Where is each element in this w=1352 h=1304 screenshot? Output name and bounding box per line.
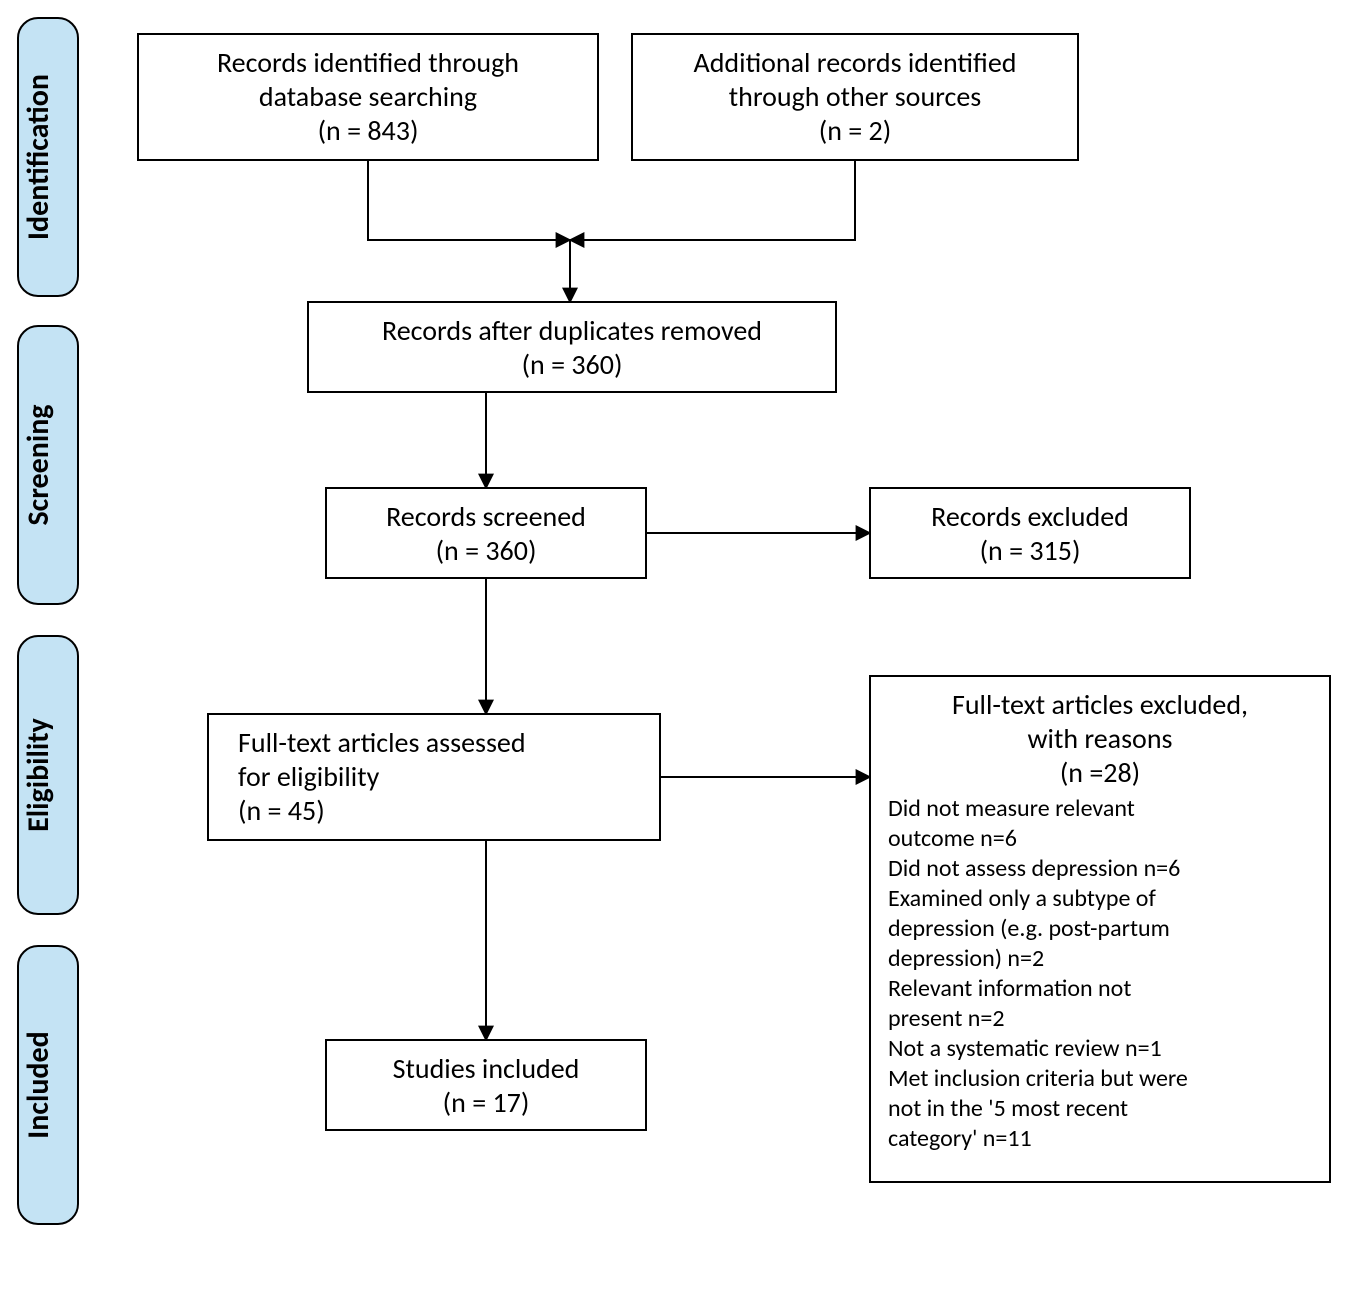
- prisma-flowchart: Identification Screening Eligibility Inc…: [0, 0, 1352, 1304]
- node-excluded-full: Full-text articles excluded, with reason…: [870, 676, 1330, 1182]
- node-excluded-full-r1: outcome n=6: [888, 824, 1017, 853]
- node-other: Additional records identified through ot…: [632, 34, 1078, 160]
- node-excluded-full-r10: not in the '5 most recent: [888, 1094, 1128, 1123]
- stage-included-label: Included: [20, 1031, 57, 1138]
- stage-identification: Identification: [18, 18, 78, 296]
- node-screened-line1: Records screened: [386, 499, 586, 534]
- node-dedup: Records after duplicates removed (n = 36…: [308, 302, 836, 392]
- node-excluded-full-r8: Not a systematic review n=1: [888, 1034, 1162, 1063]
- node-excluded-full-r9: Met inclusion criteria but were: [888, 1064, 1188, 1093]
- node-excluded-full-r3: Examined only a subtype of: [888, 884, 1156, 913]
- node-other-line2: through other sources: [729, 79, 982, 114]
- node-excluded-full-r4: depression (e.g. post-partum: [888, 914, 1170, 943]
- node-excluded-screen-line1: Records excluded: [931, 499, 1129, 534]
- node-other-line1: Additional records identified: [694, 45, 1017, 80]
- node-fulltext-line2: for eligibility: [238, 759, 380, 794]
- node-dedup-line1: Records after duplicates removed: [382, 313, 762, 348]
- node-excluded-screen: Records excluded (n = 315): [870, 488, 1190, 578]
- node-fulltext-line1: Full-text articles assessed: [238, 725, 526, 760]
- stage-included: Included: [18, 946, 78, 1224]
- node-screened: Records screened (n = 360): [326, 488, 646, 578]
- node-db-line1: Records identified through: [217, 45, 519, 80]
- node-fulltext-line3: (n = 45): [238, 793, 325, 828]
- stage-eligibility: Eligibility: [18, 636, 78, 914]
- node-included-line1: Studies included: [393, 1051, 580, 1086]
- node-fulltext: Full-text articles assessed for eligibil…: [208, 714, 660, 840]
- node-excluded-screen-line2: (n = 315): [980, 533, 1081, 568]
- edges: [368, 160, 870, 1040]
- node-included: Studies included (n = 17): [326, 1040, 646, 1130]
- node-excluded-full-r7: present n=2: [888, 1004, 1005, 1033]
- node-other-line3: (n = 2): [819, 113, 892, 148]
- node-excluded-full-r5: depression) n=2: [888, 944, 1044, 973]
- node-excluded-full-h1: Full-text articles excluded,: [952, 687, 1248, 722]
- node-excluded-full-r0: Did not measure relevant: [888, 794, 1135, 823]
- stage-eligibility-label: Eligibility: [20, 717, 57, 832]
- node-excluded-full-r6: Relevant information not: [888, 974, 1131, 1003]
- stage-screening-label: Screening: [20, 404, 57, 525]
- stage-identification-label: Identification: [20, 74, 57, 240]
- node-db-line3: (n = 843): [318, 113, 419, 148]
- stage-screening: Screening: [18, 326, 78, 604]
- node-included-line2: (n = 17): [443, 1085, 530, 1120]
- node-screened-line2: (n = 360): [436, 533, 537, 568]
- node-db: Records identified through database sear…: [138, 34, 598, 160]
- node-excluded-full-h3: (n =28): [1060, 755, 1140, 790]
- node-db-line2: database searching: [259, 79, 477, 114]
- node-dedup-line2: (n = 360): [522, 347, 623, 382]
- node-excluded-full-h2: with reasons: [1028, 721, 1173, 756]
- node-excluded-full-r2: Did not assess depression n=6: [888, 854, 1180, 883]
- node-excluded-full-r11: category' n=11: [888, 1124, 1032, 1153]
